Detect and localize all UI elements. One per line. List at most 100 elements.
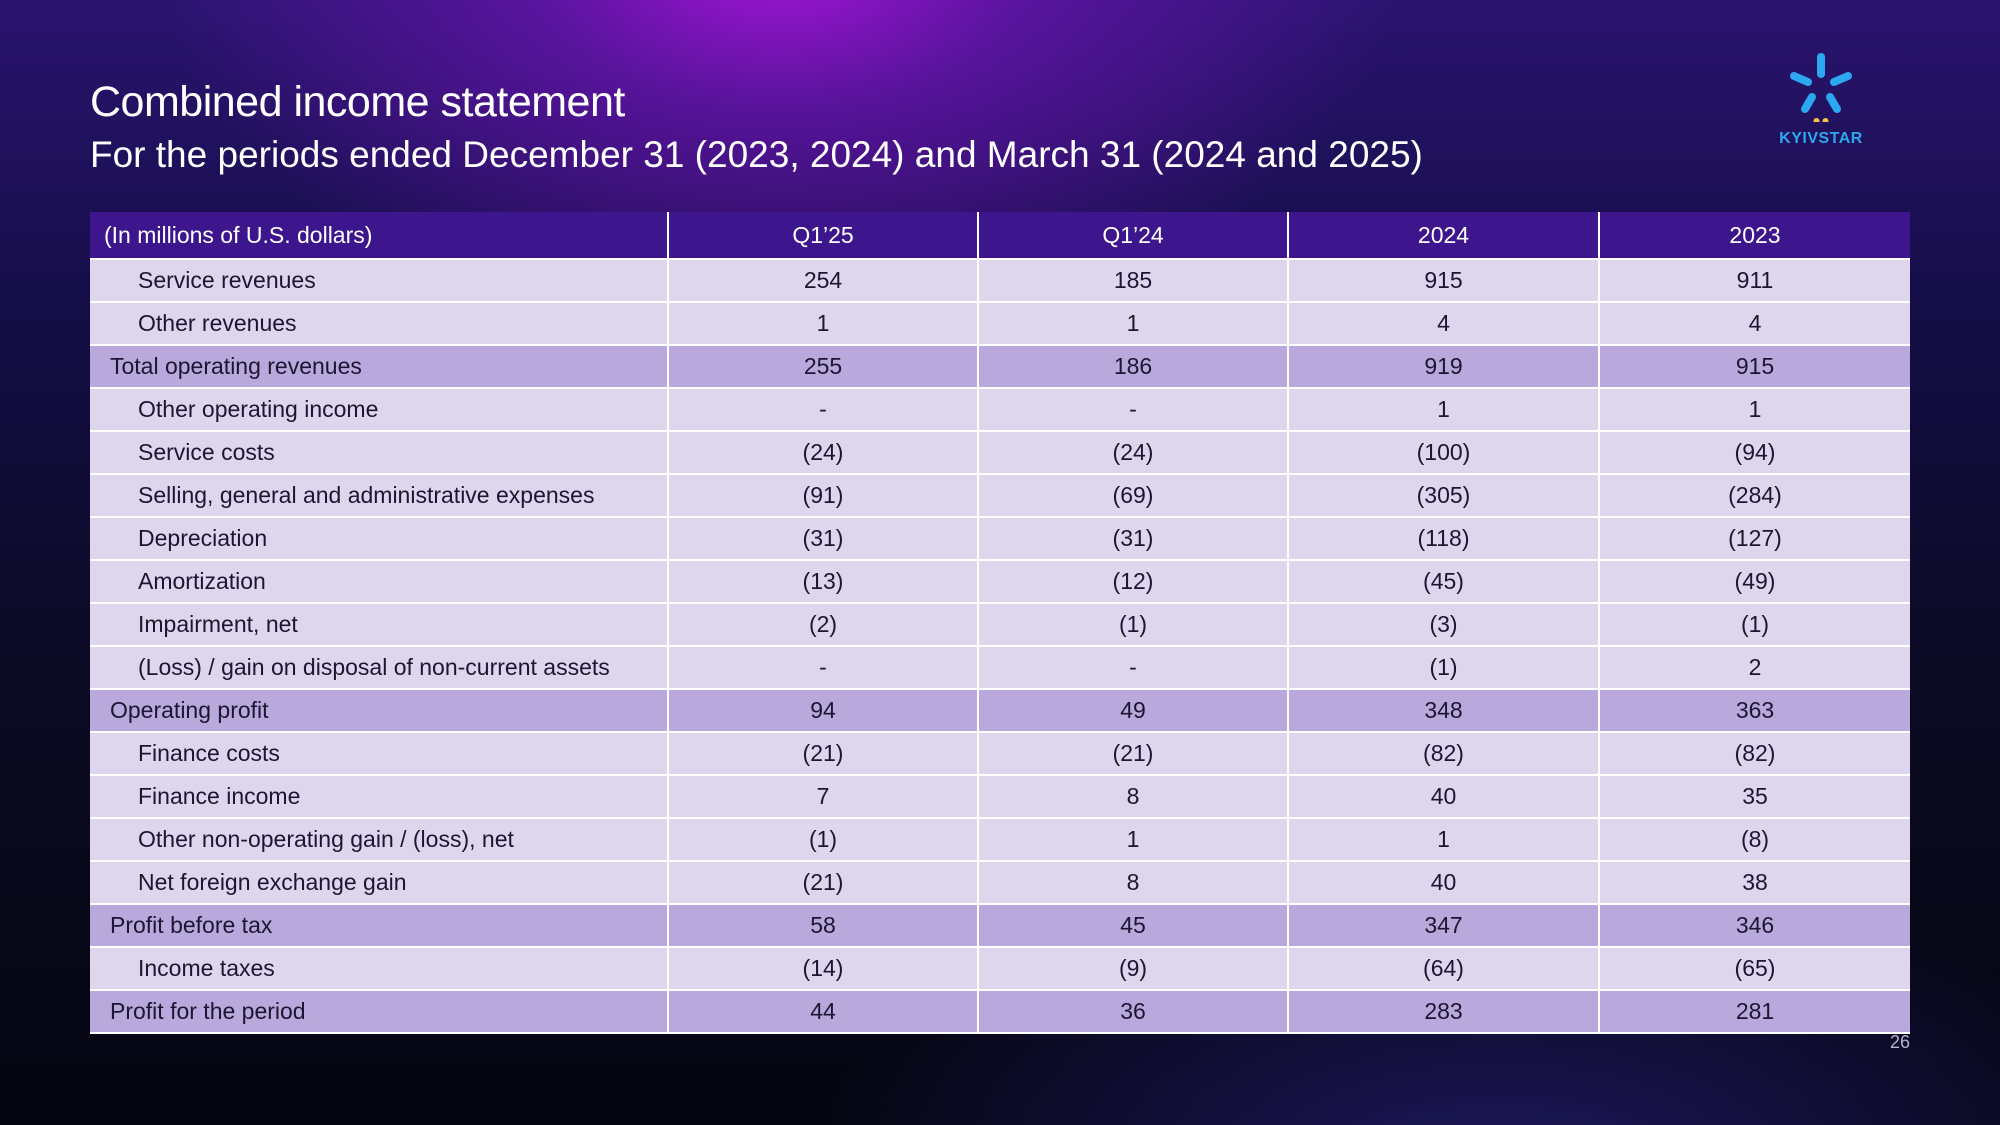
row-value: 283 xyxy=(1287,989,1600,1034)
page-subtitle: For the periods ended December 31 (2023,… xyxy=(90,134,1423,175)
row-value: 4 xyxy=(1598,301,1910,346)
row-label: Other operating income xyxy=(90,387,669,432)
row-label: Operating profit xyxy=(90,688,669,733)
row-value: (64) xyxy=(1287,946,1600,991)
row-value: (13) xyxy=(667,559,979,604)
row-value: (94) xyxy=(1598,430,1910,475)
row-value: (21) xyxy=(667,731,979,776)
column-header-q1-25: Q1’25 xyxy=(667,212,979,260)
row-value: (127) xyxy=(1598,516,1910,561)
column-header-q1-24: Q1’24 xyxy=(977,212,1289,260)
table-row: Depreciation (31) (31) (118) (127) xyxy=(90,516,1910,561)
row-value: 40 xyxy=(1287,774,1600,819)
row-value: (100) xyxy=(1287,430,1600,475)
row-value: 1 xyxy=(1287,817,1600,862)
row-label: Service revenues xyxy=(90,258,669,303)
row-label: Service costs xyxy=(90,430,669,475)
row-value: 36 xyxy=(977,989,1289,1034)
table-row: Finance costs (21) (21) (82) (82) xyxy=(90,731,1910,776)
row-label: Finance income xyxy=(90,774,669,819)
table-row: (Loss) / gain on disposal of non-current… xyxy=(90,645,1910,690)
row-value: 363 xyxy=(1598,688,1910,733)
kyivstar-star-icon xyxy=(1790,53,1852,122)
kyivstar-logo: KYIVSTAR xyxy=(1768,52,1874,152)
row-value: (284) xyxy=(1598,473,1910,518)
row-value: (49) xyxy=(1598,559,1910,604)
column-header-units: (In millions of U.S. dollars) xyxy=(90,212,669,260)
row-value: 1 xyxy=(667,301,979,346)
row-value: 58 xyxy=(667,903,979,948)
row-value: - xyxy=(977,645,1289,690)
table-row: Service revenues 254 185 915 911 xyxy=(90,258,1910,303)
row-value: 38 xyxy=(1598,860,1910,905)
row-value: 915 xyxy=(1598,344,1910,389)
table-row: Income taxes (14) (9) (64) (65) xyxy=(90,946,1910,991)
row-value: 346 xyxy=(1598,903,1910,948)
row-label: Profit before tax xyxy=(90,903,669,948)
row-label: Other non-operating gain / (loss), net xyxy=(90,817,669,862)
row-label: Amortization xyxy=(90,559,669,604)
row-value: 281 xyxy=(1598,989,1910,1034)
table-row: Other non-operating gain / (loss), net (1… xyxy=(90,817,1910,862)
row-value: 254 xyxy=(667,258,979,303)
row-value: (82) xyxy=(1287,731,1600,776)
table-row-total: Operating profit 94 49 348 363 xyxy=(90,688,1910,733)
row-value: 45 xyxy=(977,903,1289,948)
row-value: 44 xyxy=(667,989,979,1034)
row-label: (Loss) / gain on disposal of non-current… xyxy=(90,645,669,690)
table-row: Impairment, net (2) (1) (3) (1) xyxy=(90,602,1910,647)
row-value: 1 xyxy=(1598,387,1910,432)
row-value: 186 xyxy=(977,344,1289,389)
row-value: 2 xyxy=(1598,645,1910,690)
row-label: Selling, general and administrative expe… xyxy=(90,473,669,518)
row-value: (24) xyxy=(667,430,979,475)
row-value: (69) xyxy=(977,473,1289,518)
row-value: 919 xyxy=(1287,344,1600,389)
table-row: Service costs (24) (24) (100) (94) xyxy=(90,430,1910,475)
table-row: Finance income 7 8 40 35 xyxy=(90,774,1910,819)
row-label: Finance costs xyxy=(90,731,669,776)
row-value: 8 xyxy=(977,774,1289,819)
row-value: (21) xyxy=(667,860,979,905)
table-row-total: Profit before tax 58 45 347 346 xyxy=(90,903,1910,948)
row-value: - xyxy=(667,387,979,432)
row-value: (45) xyxy=(1287,559,1600,604)
row-value: 347 xyxy=(1287,903,1600,948)
row-value: (3) xyxy=(1287,602,1600,647)
row-value: 40 xyxy=(1287,860,1600,905)
row-value: - xyxy=(667,645,979,690)
row-value: (24) xyxy=(977,430,1289,475)
table-row: Other revenues 1 1 4 4 xyxy=(90,301,1910,346)
table-row-total: Profit for the period 44 36 283 281 xyxy=(90,989,1910,1034)
row-label: Other revenues xyxy=(90,301,669,346)
row-label: Income taxes xyxy=(90,946,669,991)
table-header-row: (In millions of U.S. dollars) Q1’25 Q1’2… xyxy=(90,212,1910,260)
income-statement-table: (In millions of U.S. dollars) Q1’25 Q1’2… xyxy=(90,212,1910,1034)
row-value: (1) xyxy=(977,602,1289,647)
row-value: (2) xyxy=(667,602,979,647)
row-value: (12) xyxy=(977,559,1289,604)
page-number: 26 xyxy=(1889,1032,1910,1052)
table-row: Net foreign exchange gain (21) 8 40 38 xyxy=(90,860,1910,905)
row-value: (1) xyxy=(667,817,979,862)
column-header-2024: 2024 xyxy=(1287,212,1600,260)
table-row: Other operating income - -1 1 xyxy=(90,387,1910,432)
row-value: (118) xyxy=(1287,516,1600,561)
row-value: 1 xyxy=(977,301,1289,346)
row-value: 1 xyxy=(977,817,1289,862)
page-title: Combined income statement xyxy=(90,78,625,126)
table-row-total: Total operating revenues 255 186 919 915 xyxy=(90,344,1910,389)
row-value: 8 xyxy=(977,860,1289,905)
row-value: (8) xyxy=(1598,817,1910,862)
column-header-2023: 2023 xyxy=(1598,212,1910,260)
row-value: (9) xyxy=(977,946,1289,991)
table-body: Service revenues 254 185 915 911 Other revenu… xyxy=(90,258,1910,1034)
row-label: Depreciation xyxy=(90,516,669,561)
row-label: Net foreign exchange gain xyxy=(90,860,669,905)
row-value: - xyxy=(977,387,1289,432)
row-value: 35 xyxy=(1598,774,1910,819)
row-value: 911 xyxy=(1598,258,1910,303)
row-value: 1 xyxy=(1287,387,1600,432)
row-label: Impairment, net xyxy=(90,602,669,647)
table-row: Selling, general and administrative expe… xyxy=(90,473,1910,518)
